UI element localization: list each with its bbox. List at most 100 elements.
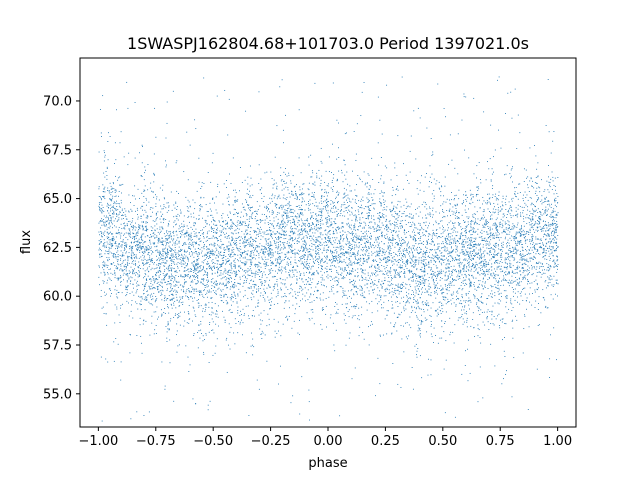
data-point [270,242,272,244]
data-point [366,197,368,199]
data-point [321,212,323,214]
data-point [115,226,117,228]
data-point [394,272,396,274]
data-point [244,294,246,296]
data-point [344,290,346,292]
data-point [399,314,401,316]
data-point [360,286,362,288]
data-point [518,243,520,245]
data-point [339,210,341,212]
data-point [173,285,175,287]
data-point [411,367,413,368]
data-point [535,268,537,270]
data-point [355,244,357,246]
data-point [239,246,241,247]
data-point [437,287,438,289]
data-point [300,209,302,210]
data-point [412,256,414,258]
data-point [223,247,225,248]
data-point [121,254,123,256]
data-point [409,234,411,236]
data-point [439,227,441,229]
data-point [131,262,133,264]
data-point [309,302,311,303]
data-point [355,275,356,277]
data-point [500,249,502,251]
data-point [465,254,467,256]
data-point [326,258,328,260]
data-point [273,287,275,289]
data-point [474,288,476,290]
data-point [194,208,196,210]
data-point [166,267,167,269]
data-point [235,242,237,243]
data-point [426,264,428,266]
data-point [107,233,109,235]
data-point [334,223,336,225]
data-point [419,283,421,285]
data-point [496,217,498,219]
data-point [490,251,492,253]
data-point [533,255,535,257]
data-point [372,244,373,246]
data-point [120,245,122,247]
data-point [531,225,533,227]
data-point [549,205,551,207]
data-point [408,251,410,253]
data-point [517,296,518,298]
data-point [531,240,533,242]
data-point [168,235,170,237]
data-point [164,198,166,200]
data-point [315,248,317,250]
data-point [409,257,411,259]
data-point [194,235,196,237]
data-point [381,191,383,193]
data-point [447,243,448,245]
data-point [404,241,406,243]
data-point [280,282,282,284]
data-point [269,216,271,218]
data-point [164,388,166,390]
data-point [526,230,528,232]
data-point [549,258,551,259]
data-point [145,246,147,248]
data-point [202,283,204,285]
data-point [162,240,164,242]
data-point [523,256,525,257]
data-point [326,219,328,221]
data-point [303,229,305,230]
data-point [515,207,517,209]
data-point [137,245,139,247]
data-point [321,244,323,246]
data-point [120,361,122,363]
data-point [430,267,432,269]
data-point [434,292,436,294]
data-point [490,247,492,249]
data-point [473,285,475,287]
data-point [98,249,100,251]
data-point [231,304,232,306]
data-point [198,266,200,268]
data-point [459,278,461,279]
data-point [454,198,455,199]
data-point [393,230,394,232]
data-point [311,217,313,218]
data-point [142,254,144,256]
data-point [277,294,279,296]
data-point [98,205,100,207]
data-point [358,211,360,213]
data-point [134,268,136,270]
data-point [452,293,454,295]
data-point [112,205,114,207]
data-point [107,202,109,204]
data-point [200,321,202,322]
data-point [414,249,416,251]
data-point [187,268,189,270]
data-point [223,254,225,256]
data-point [330,200,332,201]
data-point [551,231,553,232]
data-point [255,246,257,248]
data-point [428,266,429,268]
data-point [216,266,218,268]
data-point [315,286,317,288]
